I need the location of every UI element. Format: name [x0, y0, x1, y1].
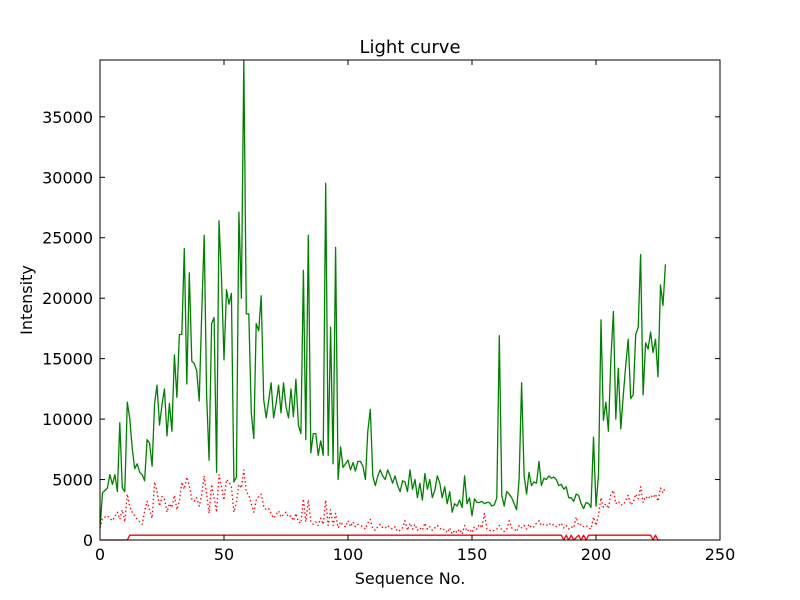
series-line-3 — [100, 534, 661, 541]
x-tick-label: 200 — [581, 545, 612, 564]
series-line-2 — [99, 469, 667, 535]
x-axis-label: Sequence No. — [355, 569, 466, 588]
y-tick-label: 10000 — [42, 410, 93, 429]
x-axis: 0 50 100 150 200 250 — [95, 60, 735, 564]
chart-title: Light curve — [359, 37, 460, 58]
y-tick-label: 15000 — [42, 350, 93, 369]
y-tick-label: 0 — [83, 531, 93, 550]
x-tick-label: 0 — [95, 545, 105, 564]
y-axis-label: Intensity — [17, 265, 36, 335]
y-tick-label: 30000 — [42, 168, 93, 187]
plot-area — [99, 59, 721, 541]
series-line-1 — [99, 59, 667, 528]
y-tick-label: 25000 — [42, 229, 93, 248]
y-axis: 0 5000 10000 15000 20000 25000 30000 35000 — [42, 108, 720, 550]
y-tick-label: 5000 — [52, 471, 93, 490]
series-layer — [99, 59, 667, 541]
x-tick-label: 250 — [705, 545, 736, 564]
plot-frame — [99, 59, 721, 541]
y-tick-label: 20000 — [42, 289, 93, 308]
y-tick-label: 35000 — [42, 108, 93, 127]
x-tick-label: 100 — [333, 545, 364, 564]
x-tick-label: 50 — [214, 545, 234, 564]
x-tick-label: 150 — [457, 545, 488, 564]
